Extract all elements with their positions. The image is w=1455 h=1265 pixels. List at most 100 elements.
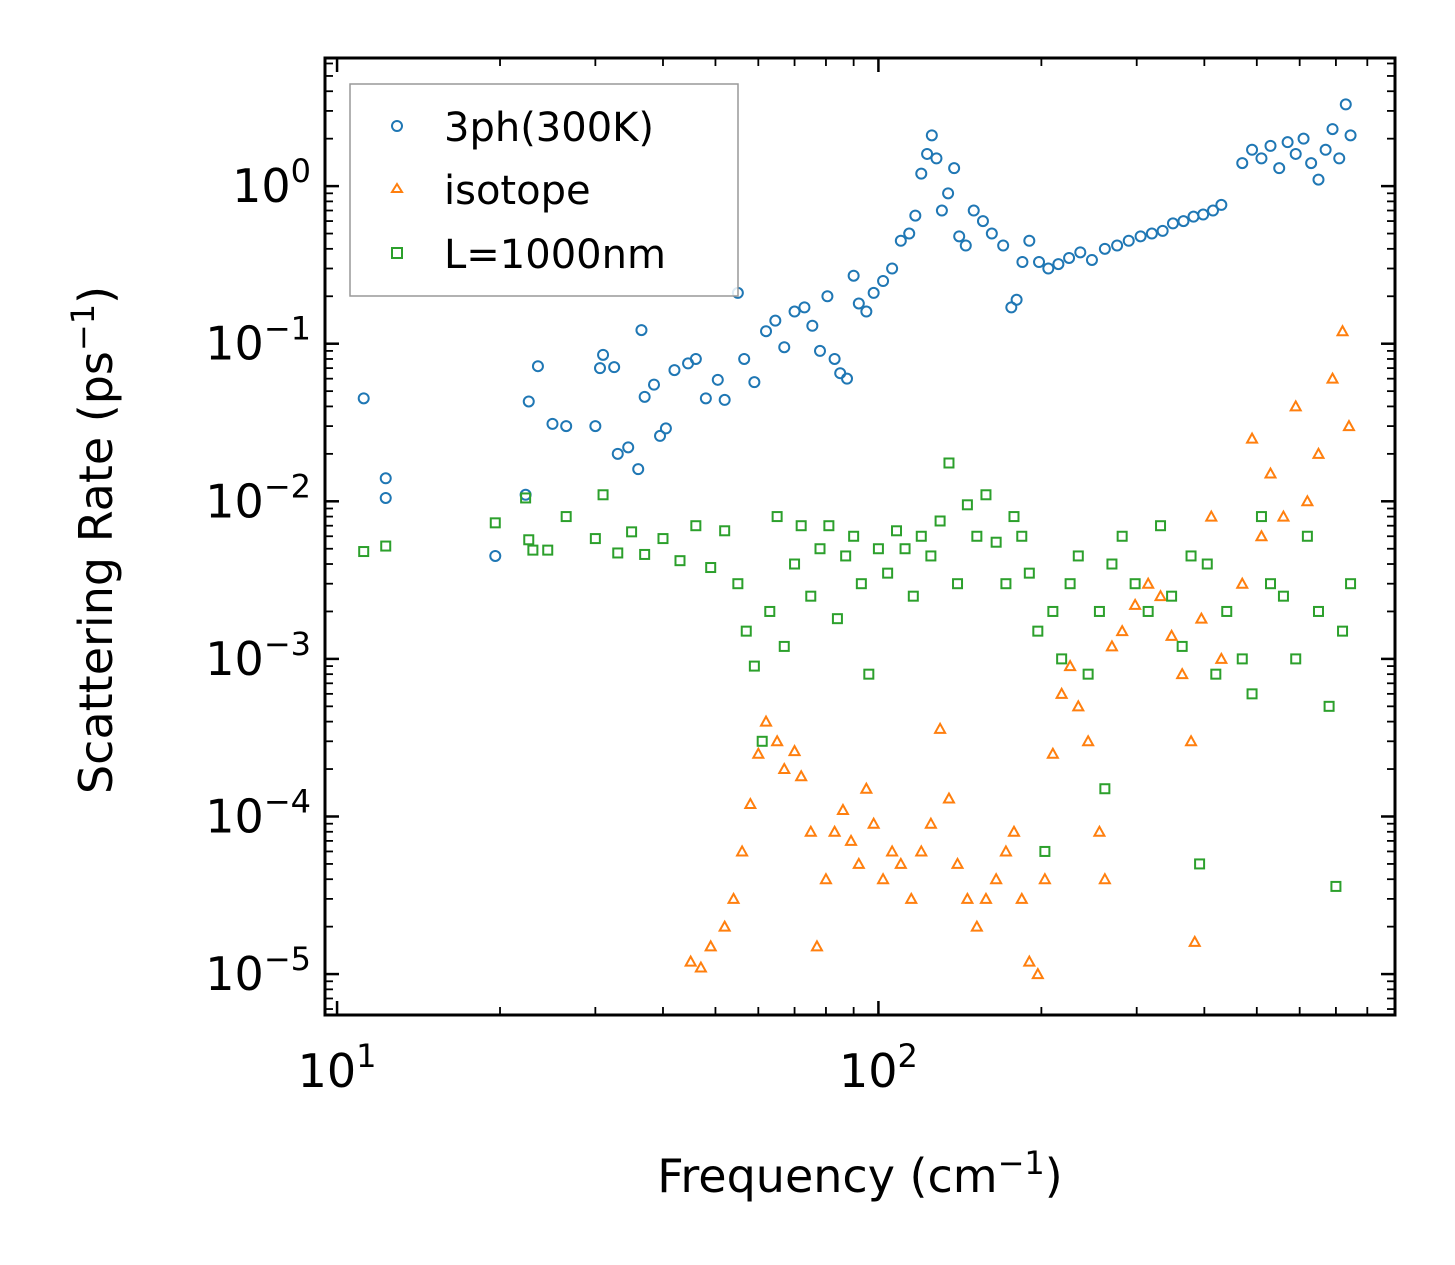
data-point: [1116, 530, 1128, 542]
data-point: [1204, 509, 1218, 522]
data-point: [1142, 605, 1154, 617]
data-point: [1276, 509, 1291, 522]
data-point: [735, 844, 749, 857]
data-point: [1164, 628, 1179, 641]
data-point: [1246, 688, 1258, 700]
data-point: [608, 361, 621, 374]
data-point: [711, 373, 724, 386]
data-point: [925, 129, 938, 142]
data-point: [990, 536, 1002, 548]
data-point: [915, 530, 927, 542]
data-point: [831, 613, 843, 625]
data-point: [379, 472, 392, 485]
data-point: [859, 781, 874, 794]
data-point: [942, 187, 955, 200]
data-point: [1145, 227, 1158, 240]
data-point: [1325, 371, 1340, 384]
data-point: [1023, 234, 1036, 247]
data-point: [852, 297, 865, 310]
data-point: [866, 816, 881, 829]
data-point: [759, 714, 773, 727]
legend-marker-square-icon: [391, 247, 403, 259]
data-point: [1246, 143, 1259, 156]
data-point: [756, 735, 768, 747]
data-point: [694, 960, 708, 973]
data-point: [1085, 253, 1098, 266]
legend-marker-triangle-icon: [390, 182, 404, 193]
legend-item-3ph: 3ph(300K): [391, 105, 654, 151]
series-2: [683, 324, 1356, 980]
data-point: [1010, 293, 1023, 306]
data-point: [527, 544, 539, 556]
data-point: [903, 227, 916, 240]
data-point: [827, 824, 842, 837]
data-point: [379, 491, 392, 504]
data-point: [748, 660, 760, 672]
data-point: [769, 314, 782, 327]
data-point: [1312, 605, 1324, 617]
data-point: [1141, 576, 1155, 589]
data-point: [795, 520, 807, 532]
y-tick-label: 10−1: [205, 310, 311, 371]
data-point: [798, 301, 811, 314]
data-point: [1082, 668, 1094, 680]
data-point: [683, 954, 698, 967]
data-point: [805, 590, 817, 602]
y-tick-label: 10−3: [205, 625, 311, 686]
plot-frame: [323, 56, 1397, 1017]
data-point: [1273, 162, 1286, 175]
data-point: [863, 668, 875, 680]
data-point: [1008, 511, 1020, 523]
data-point: [489, 549, 502, 562]
data-point: [668, 364, 681, 377]
data-point: [635, 324, 648, 337]
data-point: [748, 376, 761, 389]
data-point: [542, 544, 554, 556]
data-point: [1032, 625, 1044, 637]
data-point: [612, 547, 624, 559]
data-point: [1263, 466, 1278, 479]
data-point: [1277, 590, 1289, 602]
data-point: [1092, 824, 1107, 837]
data-point: [611, 447, 624, 460]
data-point: [899, 543, 911, 555]
data-point: [942, 791, 956, 804]
data-point: [560, 511, 572, 523]
data-point: [1214, 651, 1229, 664]
data-point: [520, 492, 532, 504]
data-point: [1111, 239, 1124, 252]
data-point: [943, 457, 955, 469]
data-point: [1000, 578, 1012, 590]
data-point: [1312, 173, 1325, 186]
data-point: [970, 919, 984, 932]
data-point: [1134, 230, 1147, 243]
data-point: [1337, 625, 1349, 637]
data-point: [626, 526, 638, 538]
data-point: [860, 305, 873, 318]
data-point: [980, 489, 992, 501]
data-point: [1335, 324, 1350, 337]
data-point: [960, 891, 975, 904]
data-point: [950, 856, 965, 869]
data-point: [1072, 550, 1084, 562]
data-point: [589, 533, 601, 545]
data-point: [1166, 590, 1178, 602]
data-point: [778, 640, 790, 652]
legend-item-isotope: isotope: [390, 168, 591, 214]
data-point: [925, 550, 937, 562]
data-point: [961, 499, 973, 511]
data-point: [1194, 611, 1209, 624]
data-point: [1221, 605, 1233, 617]
data-point: [1254, 529, 1269, 542]
data-point: [1063, 659, 1077, 672]
data-point: [1033, 255, 1046, 268]
data-point: [546, 417, 559, 430]
data-point: [788, 305, 801, 318]
data-point: [1319, 143, 1332, 156]
data-point: [719, 525, 731, 537]
data-point: [1042, 262, 1055, 275]
data-point: [1255, 511, 1267, 523]
legend-label-3ph: 3ph(300K): [444, 105, 654, 151]
data-point: [1281, 136, 1294, 149]
data-point: [1297, 132, 1310, 145]
